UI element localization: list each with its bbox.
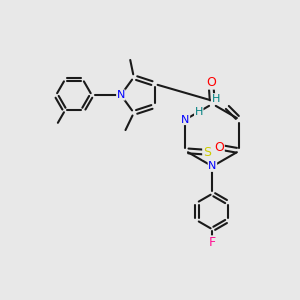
Text: N: N (117, 90, 125, 100)
Text: F: F (209, 236, 216, 249)
Text: N: N (208, 161, 217, 171)
Text: H: H (195, 106, 203, 116)
Text: S: S (203, 146, 211, 159)
Text: H: H (212, 94, 220, 104)
Text: N: N (181, 115, 190, 124)
Text: O: O (214, 141, 224, 154)
Text: O: O (206, 76, 216, 89)
